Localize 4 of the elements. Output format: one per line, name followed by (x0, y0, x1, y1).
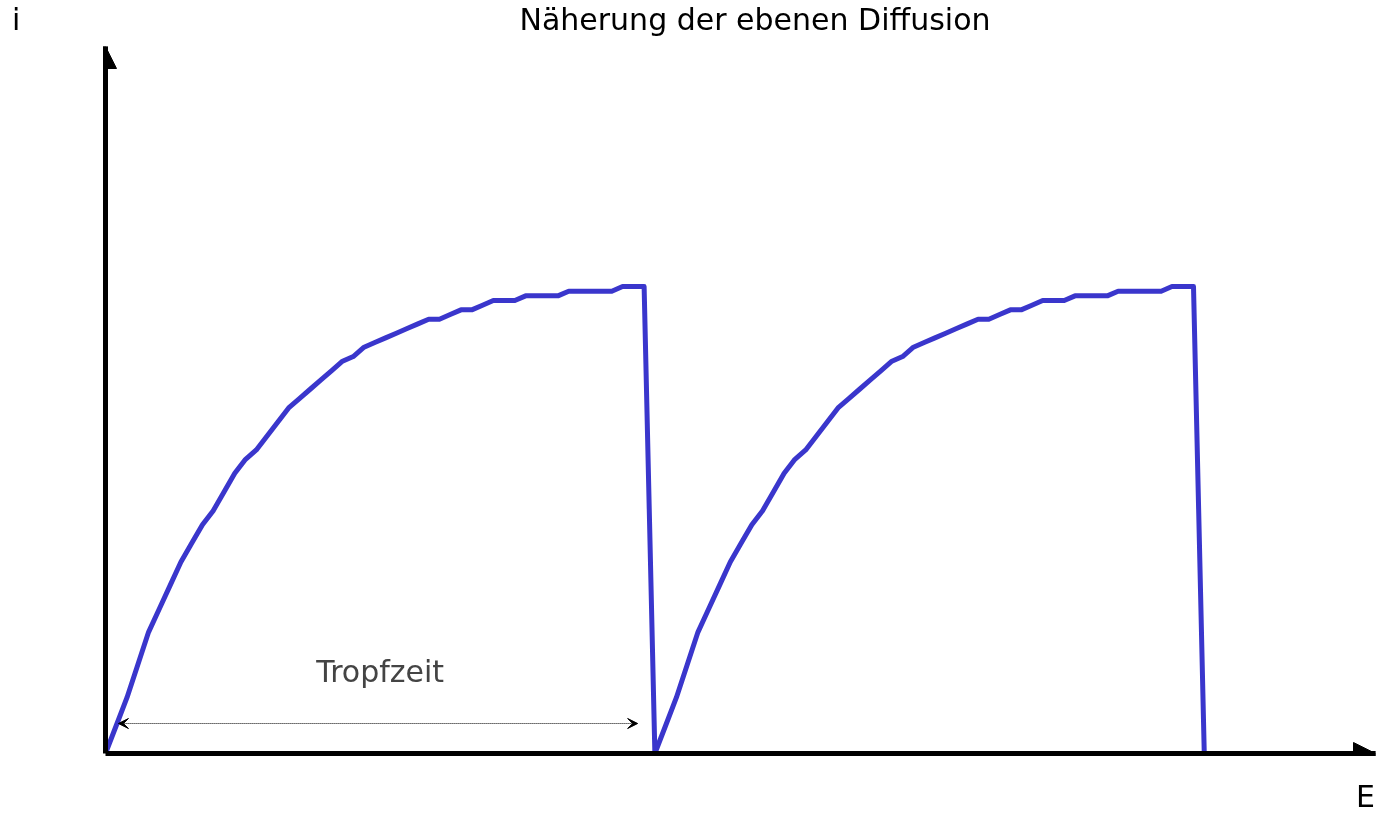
annotation: i (12, 2, 21, 38)
annotation: Tropfzeit (315, 653, 445, 689)
xlabel: E (1356, 779, 1375, 815)
title: Näherung der ebenen Diffusion (519, 2, 991, 38)
